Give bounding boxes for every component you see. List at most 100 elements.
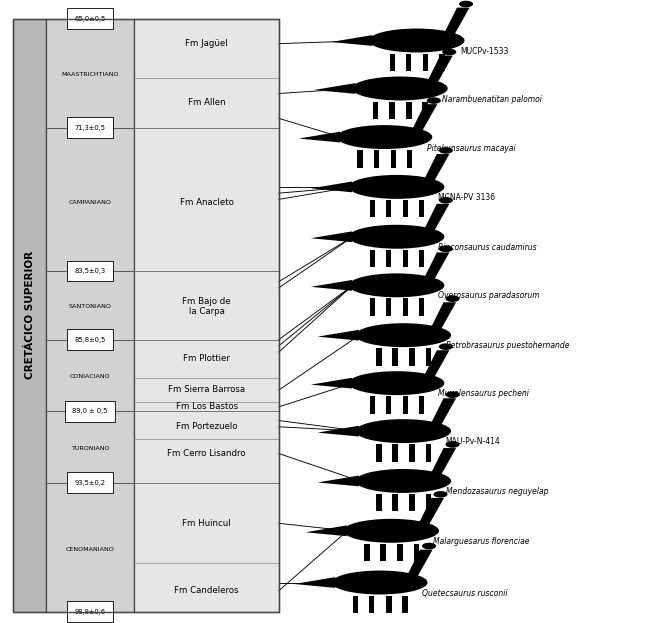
Bar [403,298,409,316]
Polygon shape [331,35,372,46]
Text: Fm Cerro Lisandro: Fm Cerro Lisandro [167,449,246,458]
Bar [386,596,392,613]
Polygon shape [310,181,352,193]
Text: Fm Anacleto: Fm Anacleto [179,198,234,207]
Bar [392,444,398,462]
Ellipse shape [355,469,451,493]
Text: Fm Bajo de
la Carpa: Fm Bajo de la Carpa [182,297,231,316]
Bar [380,544,386,561]
Bar [364,544,370,561]
Text: Muyelensaurus pecheni: Muyelensaurus pecheni [438,389,529,398]
Ellipse shape [349,225,444,249]
Polygon shape [424,252,450,279]
Text: Fm Candeleros: Fm Candeleros [175,586,239,595]
Ellipse shape [355,323,451,347]
Ellipse shape [349,371,444,395]
Polygon shape [305,525,347,536]
Polygon shape [412,104,437,131]
Bar [439,54,445,71]
Text: MUCPv-1533: MUCPv-1533 [460,47,509,55]
Text: SANTONIANO: SANTONIANO [69,304,112,309]
Bar [376,444,382,462]
Text: MAU-Pv-N-414: MAU-Pv-N-414 [445,437,499,446]
Bar [409,494,415,511]
Bar [409,348,415,366]
Ellipse shape [439,197,453,204]
Polygon shape [294,577,335,588]
Polygon shape [424,350,450,377]
Bar [370,200,375,217]
Text: Fm Plottier: Fm Plottier [183,354,230,363]
Bar [419,200,425,217]
Ellipse shape [369,29,464,52]
Polygon shape [424,204,450,231]
Bar [370,298,375,316]
Bar [13,19,279,612]
Bar [353,596,358,613]
Bar [374,150,379,168]
Bar [392,494,398,511]
Text: 85,8±0,5: 85,8±0,5 [75,336,106,343]
Bar [389,102,394,119]
Ellipse shape [446,441,460,448]
Text: Fm Sierra Barrosa: Fm Sierra Barrosa [168,386,245,394]
Bar [407,150,413,168]
Bar [46,19,134,612]
Bar [406,102,412,119]
Ellipse shape [332,571,427,594]
Bar [409,444,415,462]
Text: CONIACIANO: CONIACIANO [70,374,110,379]
Text: 71,3±0,5: 71,3±0,5 [75,125,106,131]
Polygon shape [431,302,456,329]
Text: Petrobrasaurus puestohernande: Petrobrasaurus puestohernande [446,341,569,350]
Bar [425,494,431,511]
Polygon shape [407,549,433,576]
Bar [370,250,375,267]
Bar [419,250,425,267]
Ellipse shape [355,419,451,443]
Ellipse shape [446,391,460,398]
Text: Fm Huincul: Fm Huincul [182,519,231,528]
Polygon shape [427,55,453,82]
Bar [358,150,363,168]
Text: Malarguesarus florenciae: Malarguesarus florenciae [433,537,530,546]
Ellipse shape [439,245,453,252]
Polygon shape [310,231,352,242]
Text: Mendozasaurus neguyelap: Mendozasaurus neguyelap [446,487,548,496]
Text: MCNA-PV 3136: MCNA-PV 3136 [438,193,495,202]
Polygon shape [314,83,355,94]
Bar [397,544,403,561]
Polygon shape [317,426,359,437]
Bar [386,396,391,414]
Text: Fm Jagüel: Fm Jagüel [185,39,228,48]
Bar [419,298,425,316]
Polygon shape [317,475,359,487]
Bar [390,150,396,168]
Text: 89,0 ± 0,5: 89,0 ± 0,5 [73,408,108,414]
Text: CRETÁCICO SUPERIOR: CRETÁCICO SUPERIOR [25,251,34,379]
Bar [403,396,409,414]
Bar [403,250,409,267]
Text: Fm Los Bastos: Fm Los Bastos [175,402,238,411]
Ellipse shape [442,49,456,55]
Bar [403,200,409,217]
Bar [376,494,382,511]
Ellipse shape [439,343,453,350]
Ellipse shape [352,77,448,100]
Text: TURONIANO: TURONIANO [71,446,110,451]
Polygon shape [419,498,444,525]
Text: MAASTRICHTIANO: MAASTRICHTIANO [61,72,119,77]
Bar [386,298,391,316]
Text: Narambuenatitan palomoi: Narambuenatitan palomoi [442,95,542,104]
Ellipse shape [433,491,448,498]
Polygon shape [444,7,470,34]
Bar [402,596,408,613]
Bar [392,348,398,366]
Ellipse shape [349,273,444,297]
Text: 65,0±0,5: 65,0±0,5 [75,16,106,22]
Text: Fm Portezuelo: Fm Portezuelo [176,422,237,430]
Bar [13,19,46,612]
Polygon shape [310,378,352,389]
Bar [386,250,391,267]
Ellipse shape [439,147,453,154]
